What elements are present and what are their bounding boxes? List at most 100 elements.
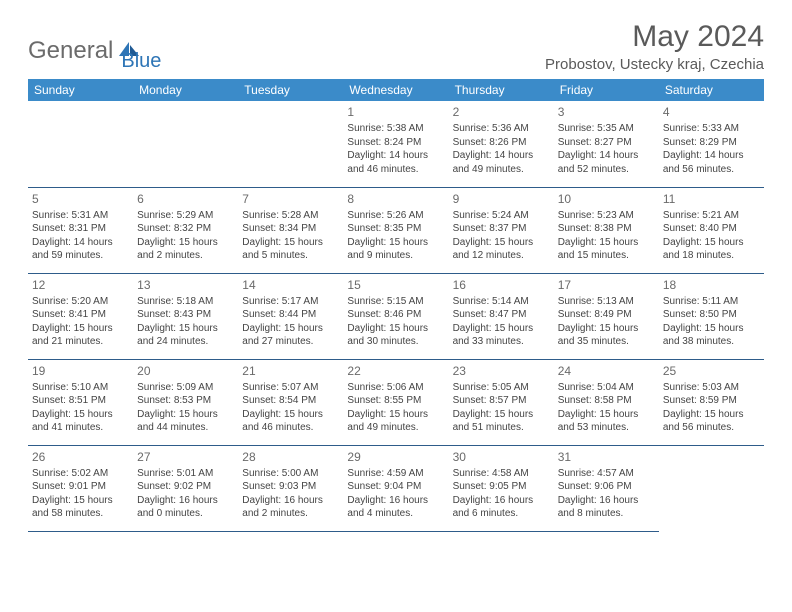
sunset-line: Sunset: 8:26 PM: [453, 136, 550, 150]
day-number: 21: [242, 363, 339, 379]
sunrise-line: Sunrise: 5:09 AM: [137, 381, 234, 395]
daylight-line: Daylight: 15 hours and 15 minutes.: [558, 236, 655, 263]
day-info: Sunrise: 4:58 AMSunset: 9:05 PMDaylight:…: [453, 467, 550, 521]
weekday-header: Thursday: [449, 79, 554, 101]
day-info: Sunrise: 5:03 AMSunset: 8:59 PMDaylight:…: [663, 381, 760, 435]
page-title: May 2024: [545, 20, 764, 54]
sunset-line: Sunset: 8:50 PM: [663, 308, 760, 322]
day-info: Sunrise: 5:31 AMSunset: 8:31 PMDaylight:…: [32, 209, 129, 263]
sunset-line: Sunset: 9:05 PM: [453, 480, 550, 494]
header-right: May 2024 Probostov, Ustecky kraj, Czechi…: [545, 20, 764, 73]
sunrise-line: Sunrise: 4:58 AM: [453, 467, 550, 481]
sunset-line: Sunset: 8:47 PM: [453, 308, 550, 322]
daylight-line: Daylight: 15 hours and 30 minutes.: [347, 322, 444, 349]
sunrise-line: Sunrise: 5:17 AM: [242, 295, 339, 309]
calendar-row: 19Sunrise: 5:10 AMSunset: 8:51 PMDayligh…: [28, 359, 764, 445]
calendar-cell: 23 Sunrise: 5:05 AMSunset: 8:57 PMDayligh…: [449, 359, 554, 445]
calendar-row: 26Sunrise: 5:02 AMSunset: 9:01 PMDayligh…: [28, 445, 764, 531]
daylight-line: Daylight: 14 hours and 49 minutes.: [453, 149, 550, 176]
calendar-cell: [659, 445, 764, 531]
sunrise-line: Sunrise: 5:23 AM: [558, 209, 655, 223]
daylight-line: Daylight: 15 hours and 27 minutes.: [242, 322, 339, 349]
day-info: Sunrise: 5:21 AMSunset: 8:40 PMDaylight:…: [663, 209, 760, 263]
day-number: 13: [137, 277, 234, 293]
day-number: 23: [453, 363, 550, 379]
sunset-line: Sunset: 8:32 PM: [137, 222, 234, 236]
weekday-header: Wednesday: [343, 79, 448, 101]
sunset-line: Sunset: 8:27 PM: [558, 136, 655, 150]
daylight-line: Daylight: 15 hours and 51 minutes.: [453, 408, 550, 435]
daylight-line: Daylight: 14 hours and 46 minutes.: [347, 149, 444, 176]
sunset-line: Sunset: 8:40 PM: [663, 222, 760, 236]
day-info: Sunrise: 5:29 AMSunset: 8:32 PMDaylight:…: [137, 209, 234, 263]
day-info: Sunrise: 5:09 AMSunset: 8:53 PMDaylight:…: [137, 381, 234, 435]
daylight-line: Daylight: 15 hours and 41 minutes.: [32, 408, 129, 435]
calendar-cell: 26Sunrise: 5:02 AMSunset: 9:01 PMDayligh…: [28, 445, 133, 531]
daylight-line: Daylight: 15 hours and 5 minutes.: [242, 236, 339, 263]
day-number: 15: [347, 277, 444, 293]
day-number: 1: [347, 104, 444, 120]
day-info: Sunrise: 5:13 AMSunset: 8:49 PMDaylight:…: [558, 295, 655, 349]
daylight-line: Daylight: 15 hours and 24 minutes.: [137, 322, 234, 349]
daylight-line: Daylight: 16 hours and 6 minutes.: [453, 494, 550, 521]
daylight-line: Daylight: 14 hours and 59 minutes.: [32, 236, 129, 263]
calendar-cell: 13 Sunrise: 5:18 AMSunset: 8:43 PMDayligh…: [133, 273, 238, 359]
daylight-line: Daylight: 14 hours and 52 minutes.: [558, 149, 655, 176]
sunset-line: Sunset: 8:34 PM: [242, 222, 339, 236]
day-number: 12: [32, 277, 129, 293]
day-number: 27: [137, 449, 234, 465]
calendar-row: 12Sunrise: 5:20 AMSunset: 8:41 PMDayligh…: [28, 273, 764, 359]
sunset-line: Sunset: 8:43 PM: [137, 308, 234, 322]
daylight-line: Daylight: 15 hours and 2 minutes.: [137, 236, 234, 263]
day-info: Sunrise: 5:11 AMSunset: 8:50 PMDaylight:…: [663, 295, 760, 349]
day-info: Sunrise: 5:24 AMSunset: 8:37 PMDaylight:…: [453, 209, 550, 263]
sunset-line: Sunset: 8:57 PM: [453, 394, 550, 408]
sunset-line: Sunset: 9:02 PM: [137, 480, 234, 494]
sunrise-line: Sunrise: 5:18 AM: [137, 295, 234, 309]
sunrise-line: Sunrise: 5:04 AM: [558, 381, 655, 395]
calendar-cell: 10Sunrise: 5:23 AMSunset: 8:38 PMDayligh…: [554, 187, 659, 273]
daylight-line: Daylight: 15 hours and 53 minutes.: [558, 408, 655, 435]
weekday-header: Friday: [554, 79, 659, 101]
logo-text-general: General: [28, 37, 113, 65]
day-number: 3: [558, 104, 655, 120]
day-number: 2: [453, 104, 550, 120]
day-number: 19: [32, 363, 129, 379]
day-number: 25: [663, 363, 760, 379]
day-info: Sunrise: 5:36 AMSunset: 8:26 PMDaylight:…: [453, 122, 550, 176]
sunrise-line: Sunrise: 5:29 AM: [137, 209, 234, 223]
sunrise-line: Sunrise: 5:02 AM: [32, 467, 129, 481]
sunrise-line: Sunrise: 4:59 AM: [347, 467, 444, 481]
daylight-line: Daylight: 15 hours and 58 minutes.: [32, 494, 129, 521]
day-number: 6: [137, 191, 234, 207]
sunrise-line: Sunrise: 5:05 AM: [453, 381, 550, 395]
sunset-line: Sunset: 8:35 PM: [347, 222, 444, 236]
daylight-line: Daylight: 15 hours and 21 minutes.: [32, 322, 129, 349]
day-info: Sunrise: 5:23 AMSunset: 8:38 PMDaylight:…: [558, 209, 655, 263]
day-info: Sunrise: 4:59 AMSunset: 9:04 PMDaylight:…: [347, 467, 444, 521]
calendar-cell: 24Sunrise: 5:04 AMSunset: 8:58 PMDayligh…: [554, 359, 659, 445]
sunset-line: Sunset: 8:41 PM: [32, 308, 129, 322]
calendar-cell: 29Sunrise: 4:59 AMSunset: 9:04 PMDayligh…: [343, 445, 448, 531]
day-number: 11: [663, 191, 760, 207]
sunrise-line: Sunrise: 5:11 AM: [663, 295, 760, 309]
sunset-line: Sunset: 9:03 PM: [242, 480, 339, 494]
sunset-line: Sunset: 8:24 PM: [347, 136, 444, 150]
sunrise-line: Sunrise: 5:20 AM: [32, 295, 129, 309]
day-info: Sunrise: 5:26 AMSunset: 8:35 PMDaylight:…: [347, 209, 444, 263]
day-number: 7: [242, 191, 339, 207]
daylight-line: Daylight: 16 hours and 2 minutes.: [242, 494, 339, 521]
sunset-line: Sunset: 8:38 PM: [558, 222, 655, 236]
day-info: Sunrise: 5:17 AMSunset: 8:44 PMDaylight:…: [242, 295, 339, 349]
day-info: Sunrise: 5:38 AMSunset: 8:24 PMDaylight:…: [347, 122, 444, 176]
calendar-cell: 16Sunrise: 5:14 AMSunset: 8:47 PMDayligh…: [449, 273, 554, 359]
weekday-header: Sunday: [28, 79, 133, 101]
day-info: Sunrise: 5:06 AMSunset: 8:55 PMDaylight:…: [347, 381, 444, 435]
calendar-row: 1 Sunrise: 5:38 AMSunset: 8:24 PMDaylight…: [28, 101, 764, 187]
calendar-cell: 21Sunrise: 5:07 AMSunset: 8:54 PMDayligh…: [238, 359, 343, 445]
day-info: Sunrise: 4:57 AMSunset: 9:06 PMDaylight:…: [558, 467, 655, 521]
calendar-cell: 25 Sunrise: 5:03 AMSunset: 8:59 PMDayligh…: [659, 359, 764, 445]
daylight-line: Daylight: 14 hours and 56 minutes.: [663, 149, 760, 176]
calendar-cell: 31Sunrise: 4:57 AMSunset: 9:06 PMDayligh…: [554, 445, 659, 531]
daylight-line: Daylight: 15 hours and 49 minutes.: [347, 408, 444, 435]
